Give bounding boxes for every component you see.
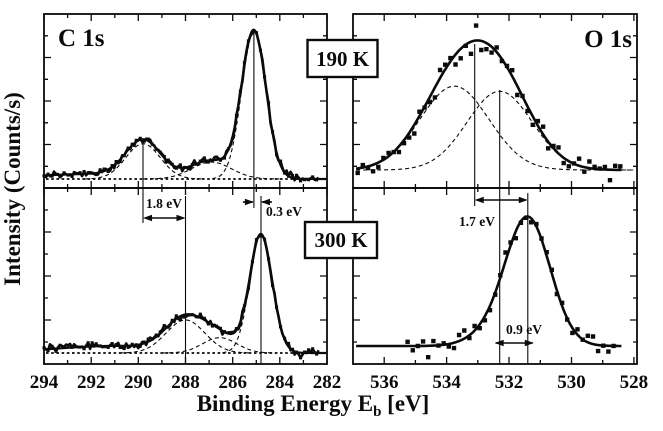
arrow-18eV-head-right bbox=[176, 214, 186, 222]
x-tick-label-528: 528 bbox=[620, 372, 649, 393]
axis-ticks-C1s_190K bbox=[43, 14, 328, 188]
arrow-09eV-head-right bbox=[524, 339, 534, 347]
component-curve-O1s_190K-0 bbox=[356, 85, 634, 171]
x-tick-label-292: 292 bbox=[77, 372, 106, 393]
x-tick-label-286: 286 bbox=[218, 372, 247, 393]
x-tick-label-294: 294 bbox=[30, 372, 59, 393]
x-axis-label-subscript: b bbox=[373, 404, 381, 420]
temp-box-190k: 190 K bbox=[306, 38, 379, 79]
annotation-0p9ev: 0.9 eV bbox=[506, 322, 542, 337]
data-trace-C1s_300K bbox=[43, 234, 320, 360]
panel-title-c1s: C 1s bbox=[58, 25, 105, 52]
x-tick-label-530: 530 bbox=[557, 372, 586, 393]
arrow-03eV-head-right bbox=[260, 198, 270, 206]
data-points-O1s_300K bbox=[405, 215, 616, 360]
static-label-overlay: C 1s O 1s 190 K 300 K 1.8 eV 0.3 eV 1.7 … bbox=[0, 25, 632, 420]
x-tick-label-284: 284 bbox=[266, 372, 295, 393]
x-tick-label-282: 282 bbox=[313, 372, 342, 393]
x-axis-label: Binding Energy Eb [eV] bbox=[197, 391, 430, 420]
axis-ticks-O1s_190K bbox=[353, 14, 637, 188]
x-tick-label-534: 534 bbox=[432, 372, 461, 393]
temp-label-300k: 300 K bbox=[314, 228, 368, 252]
axis-ticks-O1s_300K bbox=[353, 188, 637, 364]
x-tick-label-288: 288 bbox=[171, 372, 200, 393]
arrow-18eV-head-left bbox=[143, 214, 153, 222]
fit-curve-C1s_190K bbox=[43, 28, 327, 181]
fit-curve-O1s_190K bbox=[355, 39, 622, 172]
arrow-17eV-head-right bbox=[518, 196, 528, 204]
data-points-C1s_300K bbox=[42, 234, 319, 360]
annotation-1p7ev: 1.7 eV bbox=[459, 214, 495, 229]
arrow-09eV-head-left bbox=[494, 339, 504, 347]
arrow-03eV-head-left bbox=[244, 198, 254, 206]
annotation-1p8ev: 1.8 eV bbox=[146, 196, 182, 211]
annotation-0p3ev: 0.3 eV bbox=[266, 204, 302, 219]
x-tick-label-536: 536 bbox=[370, 372, 399, 393]
arrow-17eV-head-left bbox=[474, 196, 484, 204]
component-curve-C1s_300K-2 bbox=[119, 319, 252, 354]
data-points-C1s_190K bbox=[42, 31, 319, 183]
temp-box-300k-frame bbox=[303, 220, 379, 260]
y-axis-label: Intensity (Counts/s) bbox=[0, 92, 25, 286]
data-points-O1s_190K bbox=[355, 23, 623, 183]
component-curve-C1s_300K-1 bbox=[161, 337, 278, 354]
component-curve-C1s_190K-1 bbox=[143, 161, 280, 180]
temp-label-190k: 190 K bbox=[316, 47, 370, 71]
x-tick-label-290: 290 bbox=[124, 372, 153, 393]
temp-box-190k-frame bbox=[306, 38, 379, 79]
generated-chart-layers: 294 292 290 288 286 284 282 536 534 532 530 528 bbox=[30, 13, 649, 393]
x-axis-label-unit: [eV] bbox=[381, 391, 429, 416]
x-tick-label-532: 532 bbox=[495, 372, 524, 393]
data-trace-C1s_190K bbox=[43, 29, 320, 183]
panel-title-o1s: O 1s bbox=[584, 26, 632, 53]
component-curve-O1s_190K-1 bbox=[356, 90, 634, 171]
x-axis-label-main: Binding Energy E bbox=[197, 391, 373, 416]
temp-box-300k: 300 K bbox=[303, 220, 379, 260]
fit-curve-O1s_300K bbox=[355, 215, 622, 348]
